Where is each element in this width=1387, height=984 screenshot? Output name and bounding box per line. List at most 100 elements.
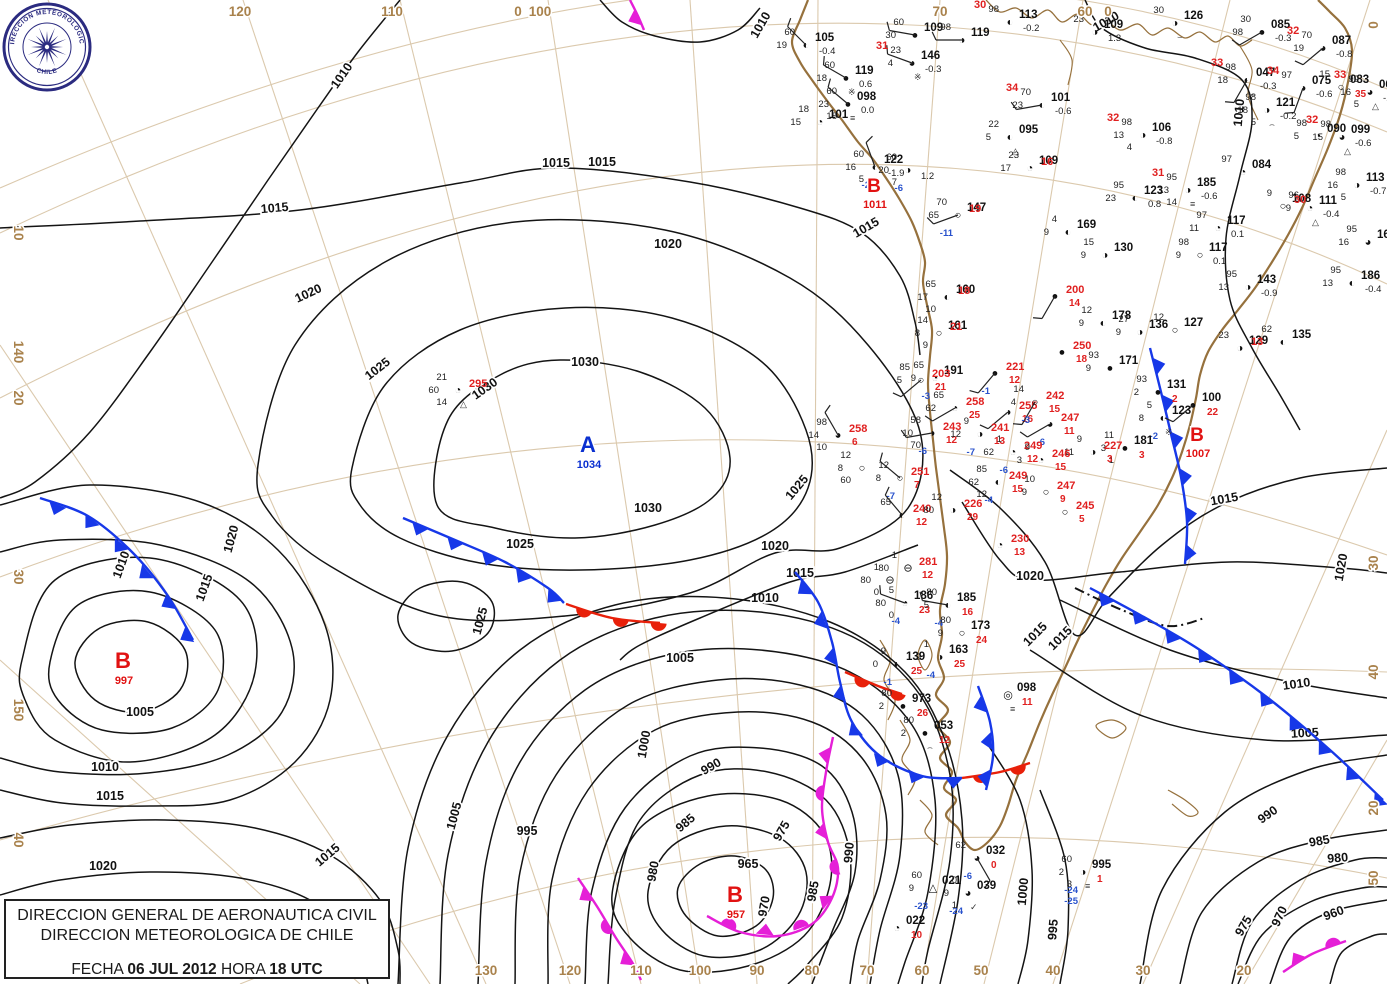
svg-text:12: 12 [1081,305,1092,316]
svg-text:◑: ◑ [1237,343,1244,355]
svg-text:-6: -6 [1037,437,1045,448]
svg-text:16: 16 [1022,414,1034,425]
grid-label: 20 [1236,963,1251,978]
occluded-front [576,877,643,981]
isobar-label-1020: 1020 [1332,552,1351,582]
svg-text:5: 5 [1251,117,1256,128]
svg-text:B: B [727,882,743,907]
cold-front-marker [1165,629,1181,644]
svg-text:-25: -25 [1064,896,1078,907]
svg-text:16: 16 [845,162,856,173]
grid-label: 0 [514,4,522,19]
svg-text:60: 60 [826,86,837,97]
svg-text:80: 80 [923,505,934,516]
svg-text:021: 021 [942,875,962,887]
svg-text:-0.8: -0.8 [1336,49,1352,60]
coastline [790,0,1354,852]
svg-text:8: 8 [876,473,881,484]
isobar-1000 [47,589,225,735]
station-plot: ◑ 136 27 9 [1116,314,1168,339]
svg-text:31: 31 [876,40,888,52]
svg-text:16: 16 [1338,237,1349,248]
svg-text:62: 62 [955,840,966,851]
isobar-label-1015: 1015 [193,572,216,603]
svg-text:0: 0 [889,610,894,621]
graticule-line [0,163,1387,399]
svg-text:30: 30 [1240,14,1251,25]
svg-text:12: 12 [1153,312,1164,323]
isobar-label-1010: 1010 [1231,98,1247,127]
svg-text:241: 241 [991,422,1009,434]
svg-text:●: ● [1155,387,1162,399]
occluded-front-marker [815,821,828,840]
occluded-front-marker [628,8,642,26]
isobar-label-995: 995 [1045,919,1061,941]
isobar-label-970: 970 [1269,904,1291,929]
station-plot: ◐ 123 0.8 95 23 [1105,180,1163,210]
isobar-1000 [984,739,1034,984]
svg-text:◐: ◐ [1007,132,1014,144]
svg-text:5: 5 [1079,514,1085,525]
svg-text:105: 105 [815,32,835,44]
svg-text:25: 25 [969,410,981,421]
grid-label: 130 [475,963,498,978]
svg-text:083: 083 [1350,74,1369,86]
svg-text:80: 80 [940,615,951,626]
station-plot: ● 131 2 93 2 [1134,374,1187,405]
svg-text:0.1: 0.1 [1213,256,1226,267]
cold-front-marker [1170,431,1184,450]
svg-text:70: 70 [936,197,947,208]
svg-text:10: 10 [902,428,913,439]
svg-text:053: 053 [934,720,953,732]
isobar-label-985: 985 [1308,832,1331,849]
isobar-label-1030: 1030 [571,355,599,369]
svg-text:◑: ◑ [937,652,944,664]
svg-text:B: B [867,176,881,197]
isobar-960 [1329,933,1387,984]
isobar-label-1020: 1020 [654,237,682,251]
svg-text:135: 135 [1292,329,1312,341]
svg-text:4: 4 [1011,397,1016,408]
isobar-1005 [439,609,955,984]
coastline [899,719,916,796]
svg-text:066: 066 [1379,79,1387,91]
svg-text:0: 0 [952,875,957,886]
svg-text:249: 249 [1009,470,1027,482]
svg-text:●: ● [912,30,919,42]
svg-text:21: 21 [950,321,962,333]
svg-text:-0.2: -0.2 [1023,23,1039,34]
svg-text:95: 95 [1346,224,1357,235]
svg-text:245: 245 [1076,500,1094,512]
svg-text:-24: -24 [1064,885,1078,896]
graticule-line [0,667,1387,841]
svg-text:230: 230 [1011,533,1029,545]
svg-text:11: 11 [1064,426,1075,437]
pressure-center-957: B 957 [725,881,746,923]
svg-text:6: 6 [852,437,858,448]
svg-text:4: 4 [1127,142,1132,153]
svg-text:○: ○ [936,328,943,340]
svg-text:○: ○ [1280,201,1287,213]
svg-text:957: 957 [727,909,745,921]
svg-text:16: 16 [962,607,974,618]
svg-text:-6: -6 [919,446,927,457]
svg-text:9: 9 [938,628,943,639]
svg-text:0: 0 [874,587,879,598]
svg-text:98: 98 [1225,62,1236,73]
isobar-1010 [0,0,401,499]
grid-label: 30 [11,569,26,584]
svg-text:15: 15 [1319,69,1330,80]
svg-text:30: 30 [885,30,896,41]
occluded-front-marker [1325,937,1341,949]
svg-text:109: 109 [924,22,943,34]
isobar-label-1015: 1015 [542,156,570,170]
svg-text:121: 121 [1276,97,1296,109]
svg-text:160: 160 [956,284,975,296]
svg-text:146: 146 [921,50,940,62]
isobar-label-1000: 1000 [1015,877,1031,906]
svg-text:109: 109 [1104,19,1123,31]
